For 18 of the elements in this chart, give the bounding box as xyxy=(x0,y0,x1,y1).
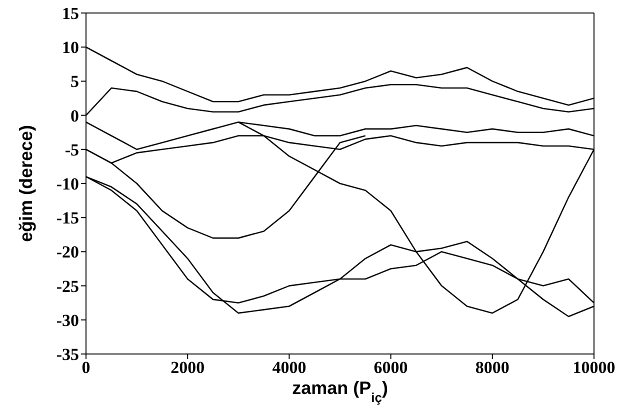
y-tick-label: 15 xyxy=(62,4,79,24)
y-tick-label: 5 xyxy=(70,72,79,92)
y-tick-label: -35 xyxy=(56,345,79,364)
x-tick-label: 4000 xyxy=(272,358,306,378)
y-tick-label: -25 xyxy=(56,276,79,296)
y-tick-label: -5 xyxy=(64,140,79,160)
x-tick-label: 2000 xyxy=(170,358,205,378)
x-tick-label: 6000 xyxy=(374,358,408,378)
y-axis-title: eğim (derece) xyxy=(16,124,36,242)
y-tick-label: -10 xyxy=(56,174,79,194)
y-tick-label: 0 xyxy=(70,106,79,126)
y-tick-label: -30 xyxy=(56,310,79,330)
x-tick-label: 10000 xyxy=(572,358,616,378)
y-tick-label: -20 xyxy=(56,242,79,262)
x-axis-title: zaman (P$_{iç}$) xyxy=(292,378,388,404)
y-tick-label: -15 xyxy=(56,208,79,228)
y-tick-label: 10 xyxy=(62,38,79,58)
x-tick-label: 8000 xyxy=(475,358,510,378)
